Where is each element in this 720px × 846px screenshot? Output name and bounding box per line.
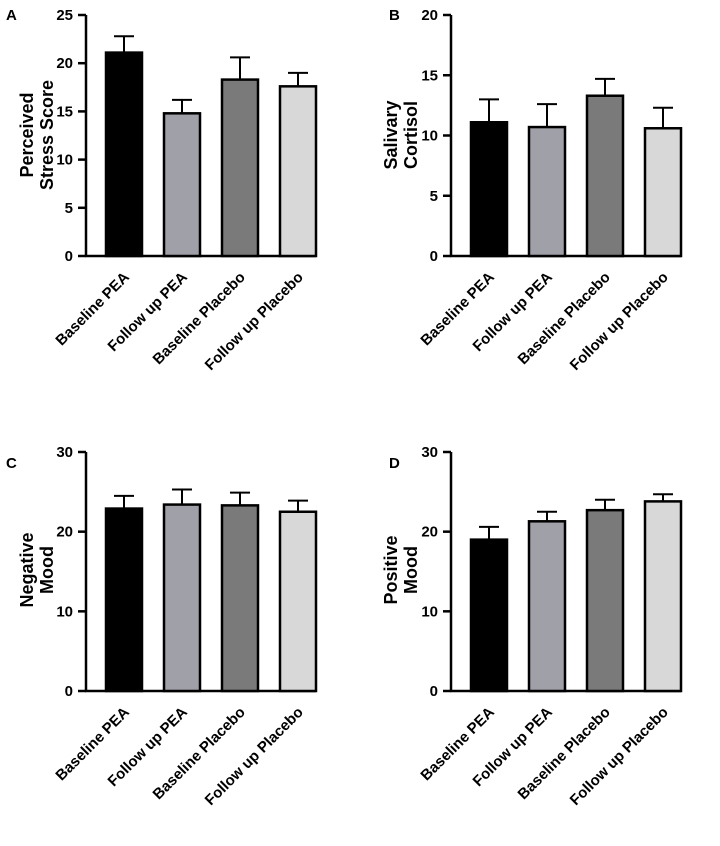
bar bbox=[104, 51, 144, 258]
y-tick-label: 15 bbox=[421, 67, 438, 84]
panel-letter: A bbox=[6, 7, 17, 24]
y-tick-label: 10 bbox=[56, 152, 73, 169]
y-tick-label: 10 bbox=[56, 603, 73, 620]
y-tick-label: 20 bbox=[56, 524, 73, 541]
bar bbox=[220, 504, 260, 693]
x-tick-label: Follow up Placebo bbox=[202, 704, 307, 809]
bar bbox=[162, 503, 202, 693]
y-axis-title-line: Positive bbox=[381, 535, 401, 604]
bar bbox=[104, 507, 144, 693]
bar bbox=[585, 94, 625, 258]
y-tick-label: 30 bbox=[421, 444, 438, 461]
bar bbox=[162, 112, 202, 258]
x-tick-label: Follow up Placebo bbox=[567, 269, 672, 374]
bar bbox=[643, 500, 683, 693]
bar bbox=[527, 125, 567, 258]
y-tick-label: 0 bbox=[430, 683, 438, 700]
bar bbox=[469, 538, 509, 693]
bar bbox=[278, 510, 318, 693]
y-axis-title-line: Negative bbox=[17, 532, 37, 607]
y-tick-label: 5 bbox=[430, 188, 438, 205]
bar bbox=[585, 508, 625, 693]
y-tick-label: 20 bbox=[421, 7, 438, 24]
y-tick-label: 0 bbox=[65, 248, 73, 265]
x-tick-label: Follow up Placebo bbox=[567, 704, 672, 809]
bar bbox=[527, 520, 567, 693]
y-axis-title-line: Salivary bbox=[381, 100, 401, 169]
y-axis-title: NegativeMood bbox=[17, 532, 57, 607]
x-tick-label: Follow up Placebo bbox=[202, 269, 307, 374]
y-axis-title-line: Cortisol bbox=[401, 101, 421, 169]
y-axis-title: PerceivedStress Score bbox=[17, 80, 57, 190]
y-tick-label: 20 bbox=[56, 55, 73, 72]
y-tick-label: 5 bbox=[65, 200, 73, 217]
panel-letter: D bbox=[389, 455, 400, 472]
y-axis-title: SalivaryCortisol bbox=[381, 100, 421, 169]
y-tick-label: 10 bbox=[421, 603, 438, 620]
y-tick-label: 0 bbox=[430, 248, 438, 265]
y-axis-title: PositiveMood bbox=[381, 535, 421, 604]
y-tick-label: 30 bbox=[56, 444, 73, 461]
y-tick-label: 15 bbox=[56, 103, 73, 120]
y-axis-title-line: Mood bbox=[37, 546, 57, 594]
y-axis-title-line: Perceived bbox=[17, 92, 37, 177]
y-tick-label: 25 bbox=[56, 7, 73, 24]
bar bbox=[220, 78, 260, 258]
y-tick-label: 20 bbox=[421, 524, 438, 541]
panel-letter: B bbox=[389, 7, 400, 24]
y-axis-title-line: Stress Score bbox=[37, 80, 57, 190]
y-tick-label: 0 bbox=[65, 683, 73, 700]
panel-letter: C bbox=[6, 455, 17, 472]
y-tick-label: 10 bbox=[421, 128, 438, 145]
y-axis-title-line: Mood bbox=[401, 546, 421, 594]
bar bbox=[278, 85, 318, 258]
bar bbox=[469, 120, 509, 258]
bar bbox=[643, 127, 683, 258]
